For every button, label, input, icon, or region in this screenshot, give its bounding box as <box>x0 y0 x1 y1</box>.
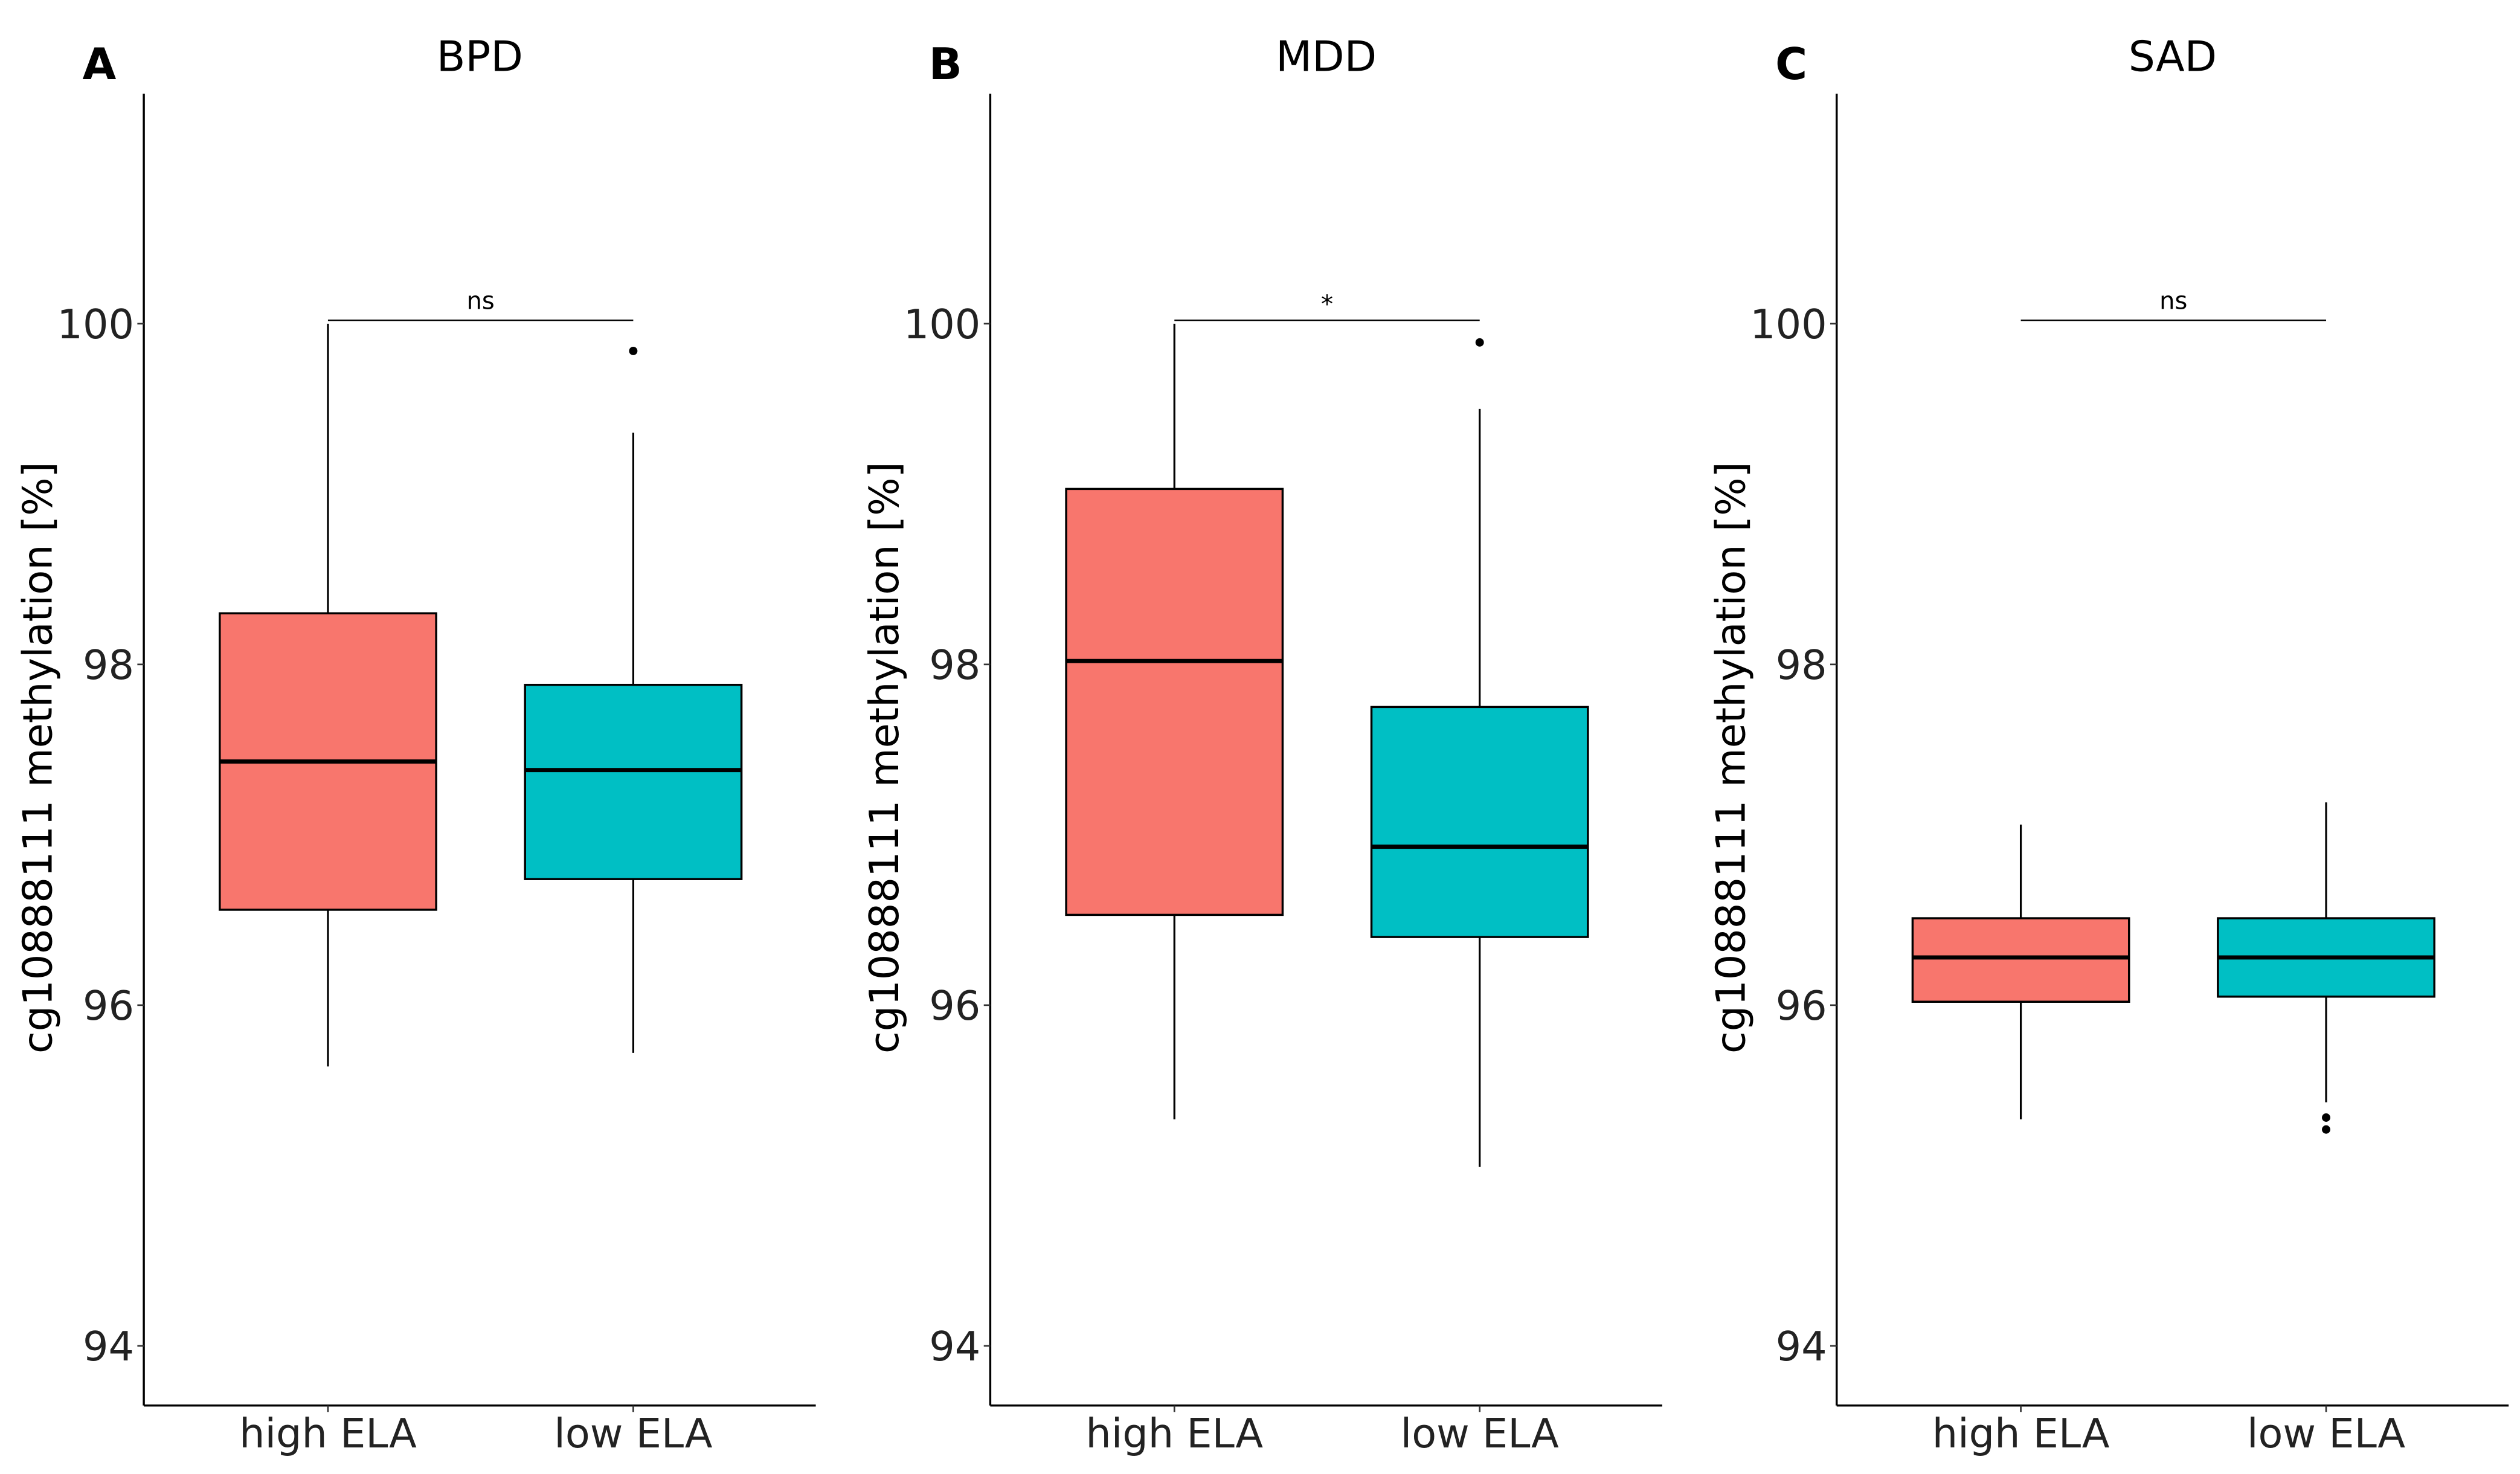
panel-mdd: B MDD cg10888111 methylation [%] 94 96 98 100 h… <box>861 33 1662 1457</box>
panel-sad: C SAD cg10888111 methylation [%] 94 96 98 100 h… <box>1707 33 2509 1457</box>
box-high-ela <box>1911 824 2130 1119</box>
y-tick-label: 98 <box>1776 642 1827 689</box>
box-low-ela <box>524 346 743 1053</box>
y-tick-label: 96 <box>929 982 980 1029</box>
box-low-ela <box>1370 338 1589 1167</box>
panel-bpd: A BPD cg10888111 methylation [%] 94 96 98 100 h… <box>14 33 816 1457</box>
significance-label: * <box>1321 291 1333 318</box>
box-high-ela <box>219 323 437 1067</box>
box-high-ela <box>1065 323 1284 1119</box>
y-tick-label: 96 <box>1776 982 1827 1029</box>
x-tick-label: high ELA <box>1085 1410 1263 1457</box>
outlier-point <box>629 346 638 355</box>
x-tick-label: low ELA <box>1401 1410 1559 1457</box>
x-tick-label: high ELA <box>239 1410 417 1457</box>
y-tick-label: 94 <box>83 1323 134 1370</box>
y-tick-label: 94 <box>1776 1323 1827 1370</box>
y-tick-label: 96 <box>83 982 134 1029</box>
box-low-ela <box>2217 802 2435 1134</box>
panel-label: A <box>82 39 116 90</box>
iqr-box <box>524 683 743 880</box>
y-axis-label: cg10888111 methylation [%] <box>861 462 908 1054</box>
panel-title: SAD <box>2129 33 2217 82</box>
outlier-point <box>1475 338 1484 347</box>
panel-title: BPD <box>437 33 523 82</box>
y-tick-label: 98 <box>83 642 134 689</box>
x-tick-label: low ELA <box>2247 1410 2405 1457</box>
y-tick-label: 94 <box>929 1323 980 1370</box>
significance-label: ns <box>467 287 495 315</box>
iqr-box <box>1911 917 2130 1003</box>
panel-title: MDD <box>1276 33 1377 82</box>
significance-label: ns <box>2159 287 2187 315</box>
y-tick-label: 98 <box>929 642 980 689</box>
y-tick-label: 100 <box>904 301 981 348</box>
y-axis-label: cg10888111 methylation [%] <box>14 462 62 1054</box>
y-tick-label: 100 <box>57 301 134 348</box>
y-tick-label: 100 <box>1750 301 1827 348</box>
x-tick-label: low ELA <box>554 1410 712 1457</box>
iqr-box <box>1065 488 1284 916</box>
outlier-point <box>2322 1125 2330 1134</box>
outlier-point <box>2322 1113 2330 1122</box>
x-tick-label: high ELA <box>1932 1410 2110 1457</box>
panel-label: C <box>1775 39 1807 90</box>
y-axis-label: cg10888111 methylation [%] <box>1707 462 1754 1054</box>
panel-label: B <box>929 39 962 90</box>
iqr-box <box>1370 706 1589 938</box>
